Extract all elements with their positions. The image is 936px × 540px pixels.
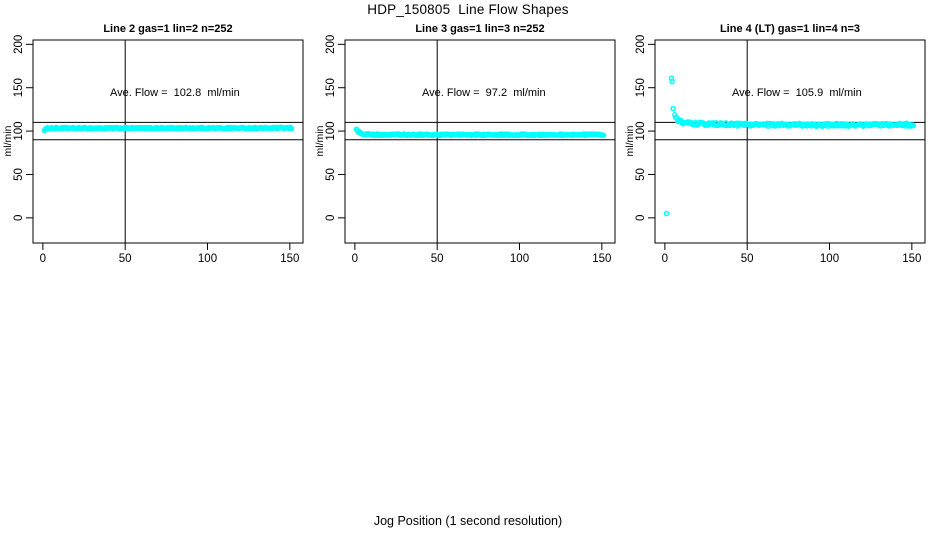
svg-text:0: 0 (635, 215, 647, 221)
svg-text:200: 200 (635, 35, 647, 54)
panel-title: Line 3 gas=1 lin=3 n=252 (415, 23, 545, 35)
svg-text:100: 100 (820, 253, 839, 265)
svg-text:0: 0 (662, 253, 668, 265)
ave-flow-annotation: Ave. Flow = 105.9 ml/min (732, 87, 862, 99)
ave-flow-annotation: Ave. Flow = 97.2 ml/min (422, 87, 546, 99)
x-axis-label: Jog Position (1 second resolution) (373, 514, 563, 528)
svg-text:0: 0 (13, 215, 25, 221)
svg-text:50: 50 (119, 253, 132, 265)
panel-line-3: Line 3 gas=1 lin=3 n=252 ml/min Ave. Flo… (312, 20, 622, 270)
panel-title: Line 2 gas=1 lin=2 n=252 (103, 23, 233, 35)
svg-text:200: 200 (325, 35, 337, 54)
svg-text:150: 150 (902, 253, 921, 265)
svg-text:50: 50 (635, 168, 647, 181)
svg-text:0: 0 (325, 215, 337, 221)
svg-text:150: 150 (325, 78, 337, 97)
svg-text:50: 50 (741, 253, 754, 265)
svg-text:150: 150 (635, 78, 647, 97)
svg-text:100: 100 (635, 121, 647, 140)
svg-text:150: 150 (280, 253, 299, 265)
svg-text:0: 0 (40, 253, 46, 265)
figure-title: HDP_150805 Line Flow Shapes (367, 2, 569, 17)
plot-area: 0 50 100 150 0 50 100 150 200 (325, 35, 616, 265)
svg-text:150: 150 (13, 78, 25, 97)
svg-text:50: 50 (13, 168, 25, 181)
svg-text:0: 0 (352, 253, 358, 265)
plot-area: 0 50 100 150 0 50 100 150 200 (635, 35, 926, 265)
panel-line-2: Line 2 gas=1 lin=2 n=252 ml/min Ave. Flo… (0, 20, 310, 270)
svg-text:200: 200 (13, 35, 25, 54)
panel-title: Line 4 (LT) gas=1 lin=4 n=3 (719, 23, 861, 35)
svg-text:50: 50 (431, 253, 444, 265)
svg-text:100: 100 (325, 121, 337, 140)
panel-line-4: Line 4 (LT) gas=1 lin=4 n=3 ml/min Ave. … (622, 20, 932, 270)
ave-flow-annotation: Ave. Flow = 102.8 ml/min (110, 87, 240, 99)
svg-text:100: 100 (13, 121, 25, 140)
svg-text:50: 50 (325, 168, 337, 181)
svg-text:100: 100 (510, 253, 529, 265)
plot-area: 0 50 100 150 0 50 100 150 200 (13, 35, 304, 265)
svg-text:100: 100 (198, 253, 217, 265)
svg-text:150: 150 (592, 253, 611, 265)
